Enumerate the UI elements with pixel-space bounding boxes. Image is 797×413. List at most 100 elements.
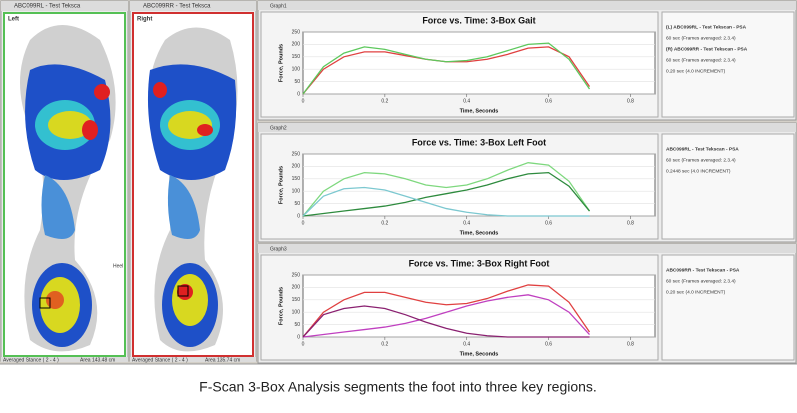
series-line (302, 42, 591, 95)
status-text: Averaged Stance ( 2 - 4 ) (132, 357, 188, 363)
foot-label: Right (137, 17, 152, 23)
series-line (302, 305, 590, 338)
x-tick-label: 0 (302, 341, 305, 347)
panel-text: 0.2448 sec (4.0 INCREMENT) (666, 168, 731, 174)
window-title: Graph2 (270, 125, 287, 131)
panel-text: 60 sec (Frames averaged: 2.3.4) (666, 57, 736, 63)
area-text: Area 135.74 cm (205, 357, 240, 363)
right-foot-window: ABC099RR - Test Teksca Right Averaged St… (129, 0, 257, 363)
title-bar (1, 1, 128, 11)
region-label: Heel (113, 263, 123, 269)
x-tick-label: 0.4 (463, 98, 470, 104)
x-axis-label: Time, Seconds (460, 351, 499, 357)
panel-text: 0.20 sec (4.0 INCREMENT) (666, 289, 726, 295)
y-tick-label: 0 (297, 334, 300, 340)
x-tick-label: 0 (302, 220, 305, 226)
status-bar (1, 357, 128, 362)
x-tick-label: 0.6 (545, 220, 552, 226)
series-line (302, 186, 590, 217)
graph-window: Graph3 Force vs. Time: 3-Box Right Foot Ti… (257, 243, 797, 364)
plot-area (302, 31, 656, 95)
x-tick-label: 0.6 (545, 341, 552, 347)
x-tick-label: 0.8 (627, 98, 634, 104)
heat-blob (172, 274, 208, 326)
x-tick-label: 0.8 (627, 220, 634, 226)
panel-text: 60 sec (Frames averaged: 2.3.4) (666, 157, 736, 163)
panel-text: 0.20 sec (4.0 INCREMENT) (666, 68, 726, 74)
y-tick-label: 50 (294, 201, 300, 207)
y-tick-label: 100 (292, 310, 301, 316)
y-tick-label: 100 (292, 67, 301, 73)
window-title: ABC099RL - Test Teksca (14, 4, 81, 10)
panel-text: ABC099RR - Test Tekscan - PSA (666, 267, 740, 273)
left-foot-window: ABC099RL - Test Teksca Left Heel Average… (0, 0, 129, 363)
x-tick-label: 0.2 (381, 98, 388, 104)
y-axis-label: Force, Pounds (278, 44, 284, 82)
status-bar (130, 357, 256, 362)
region-box (177, 285, 189, 297)
y-tick-label: 0 (297, 91, 300, 97)
area-text: Area 143.48 cm (80, 357, 115, 363)
info-panel (661, 254, 795, 361)
midfoot-heat (41, 175, 75, 239)
plot-area (302, 274, 656, 338)
heat-blob (197, 124, 213, 136)
window-title: Graph1 (270, 3, 287, 9)
x-tick-label: 0.8 (627, 341, 634, 347)
midfoot-heat (167, 175, 200, 239)
title-bar (258, 123, 796, 132)
plot-area (302, 153, 656, 217)
caption: F-Scan 3-Box Analysis segments the foot … (199, 379, 597, 395)
title-bar (258, 1, 796, 10)
y-tick-label: 50 (294, 322, 300, 328)
y-tick-label: 250 (292, 29, 301, 35)
y-tick-label: 150 (292, 297, 301, 303)
x-tick-label: 0.4 (463, 341, 470, 347)
heat-blob (82, 120, 98, 140)
graph-window: Graph2 Force vs. Time: 3-Box Left Foot Tim… (257, 122, 797, 243)
window-title: ABC099RR - Test Teksca (143, 4, 211, 10)
heat-blob (46, 291, 64, 309)
window-title: Graph3 (270, 246, 287, 252)
heat-blob (153, 82, 167, 98)
status-text: Averaged Stance ( 2 - 4 ) (3, 357, 59, 363)
heat-blob (48, 111, 92, 139)
graph-window: Graph1 Force vs. Time: 3-Box Gait Time, Se… (257, 0, 797, 121)
title-bar (258, 244, 796, 253)
y-tick-label: 50 (294, 79, 300, 85)
series-line (302, 162, 591, 217)
series-line (302, 171, 591, 217)
panel-text: (R) ABC099RR - Test Tekscan - PSA (666, 46, 748, 52)
x-tick-label: 0 (302, 98, 305, 104)
x-tick-label: 0.6 (545, 98, 552, 104)
panel-text: 60 sec (Frames averaged: 2.3.4) (666, 35, 736, 41)
y-axis-label: Force, Pounds (278, 287, 284, 325)
x-tick-label: 0.4 (463, 220, 470, 226)
y-tick-label: 150 (292, 54, 301, 60)
panel-text: ABC099RL - Test Tekscan - PSA (666, 146, 739, 152)
y-tick-label: 0 (297, 213, 300, 219)
x-axis-label: Time, Seconds (460, 230, 499, 236)
x-tick-label: 0.2 (381, 220, 388, 226)
y-tick-label: 100 (292, 189, 301, 195)
x-tick-label: 0.2 (381, 341, 388, 347)
y-axis-label: Force, Pounds (278, 166, 284, 204)
y-tick-label: 200 (292, 285, 301, 291)
series-line (302, 284, 591, 338)
y-tick-label: 200 (292, 164, 301, 170)
title-bar (130, 1, 256, 11)
chart-title: Force vs. Time: 3-Box Left Foot (412, 137, 546, 147)
panel-text: 60 sec (Frames averaged: 2.3.4) (666, 278, 736, 284)
panel-text: (L) ABC099RL - Test Tekscan - PSA (666, 24, 747, 30)
info-panel (661, 11, 795, 118)
y-tick-label: 200 (292, 42, 301, 48)
x-axis-label: Time, Seconds (460, 108, 499, 114)
info-panel (661, 133, 795, 240)
y-tick-label: 250 (292, 151, 301, 157)
foot-label: Left (8, 17, 19, 23)
series-line (302, 294, 590, 338)
region-box (39, 297, 51, 309)
y-tick-label: 250 (292, 272, 301, 278)
heat-blob (94, 84, 110, 100)
